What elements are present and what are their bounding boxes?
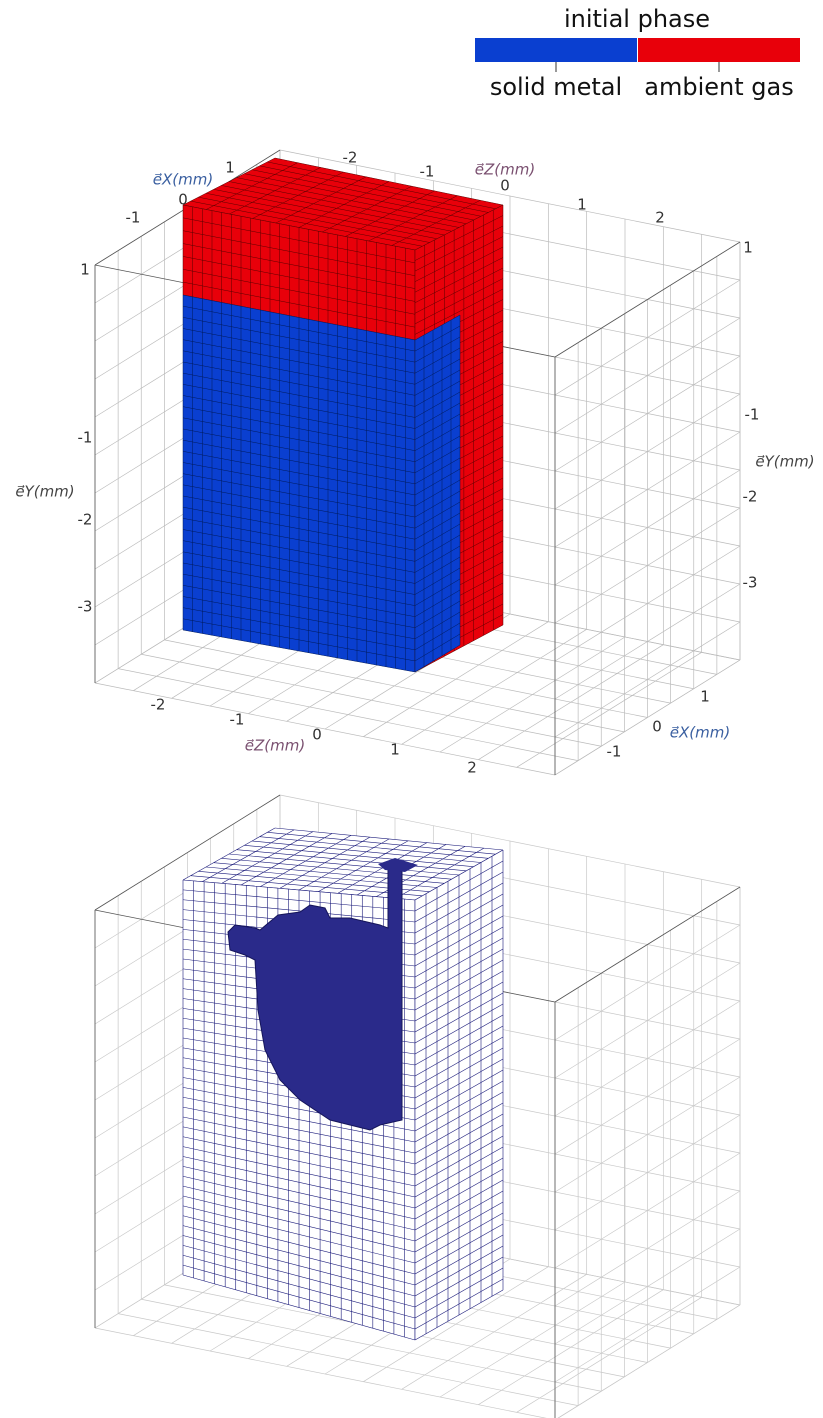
legend-swatch [638, 38, 800, 62]
legend-label: solid metal [490, 73, 622, 101]
tick-label: 0 [178, 191, 188, 209]
mesh-line [118, 669, 578, 761]
tick-label: -1 [420, 163, 435, 181]
legend-swatch [475, 38, 637, 62]
mesh-line [141, 654, 601, 746]
face [415, 315, 460, 672]
renderings: 0 1 -1 -2 -1 0 1 2 1 -1 -2 -3 1 -1 -2 -3 -2 -1 0 1 2 1 0 -1 e⃗X(… [15, 38, 814, 1418]
axis-label: e⃗Y(mm) [755, 453, 814, 471]
axis-label: e⃗Z(mm) [475, 161, 535, 179]
axis-label: e⃗Z(mm) [245, 737, 305, 755]
tick-label: -3 [78, 598, 93, 616]
axis-label: e⃗Y(mm) [15, 483, 74, 501]
legend-label: ambient gas [644, 73, 793, 101]
tick-label: 0 [312, 726, 322, 744]
tick-label: -2 [743, 488, 758, 506]
tick-label: -1 [230, 711, 245, 729]
tick-label: 0 [500, 177, 510, 195]
tick-label: -2 [151, 696, 166, 714]
legend-title: initial phase [564, 5, 710, 33]
figure: initial phase solid metal ambient gas 0 1… [0, 0, 823, 1418]
tick-label: 1 [80, 261, 90, 279]
tick-label: 1 [743, 239, 753, 257]
tick-label: -2 [343, 149, 358, 167]
axis-label: e⃗X(mm) [670, 724, 730, 742]
mesh-line [95, 1328, 555, 1418]
tick-label: -1 [745, 406, 760, 424]
tick-label: 2 [655, 209, 665, 227]
tick-label: 1 [225, 159, 235, 177]
tick-label: 2 [467, 759, 477, 777]
tick-label: -1 [78, 429, 93, 447]
mesh-line [118, 1314, 578, 1406]
tick-label: 1 [700, 688, 710, 706]
tick-label: 0 [652, 718, 662, 736]
tick-label: 1 [390, 741, 400, 759]
tick-label: -1 [607, 743, 622, 761]
tick-label: -1 [126, 209, 141, 227]
tick-label: 1 [577, 196, 587, 214]
axis-label: e⃗X(mm) [153, 171, 213, 189]
tick-label: -3 [743, 574, 758, 592]
tick-label: -2 [78, 511, 93, 529]
